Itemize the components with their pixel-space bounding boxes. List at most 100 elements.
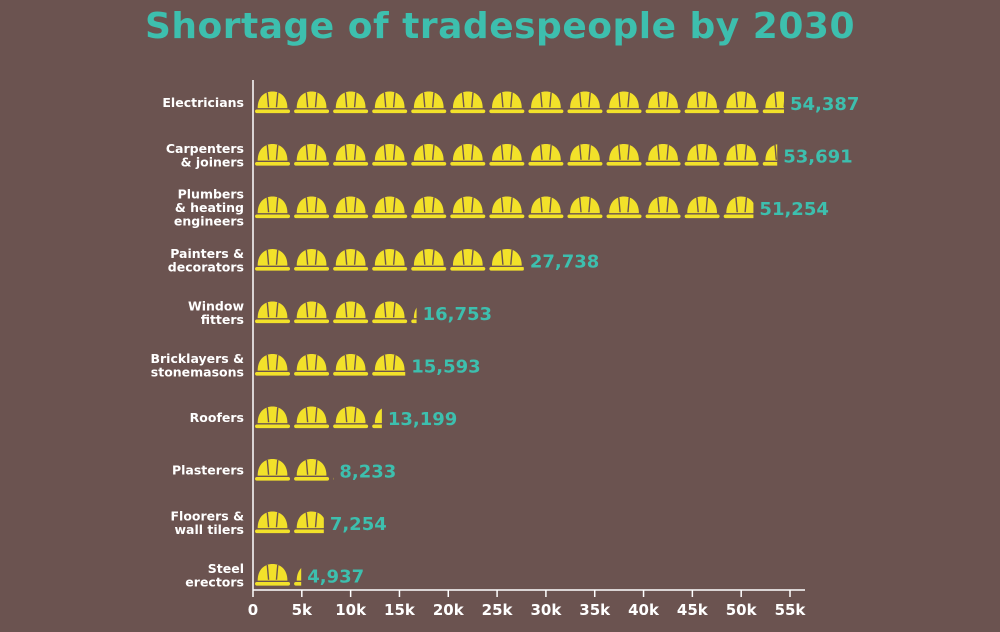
hard-hat-icon <box>722 195 754 219</box>
hard-hat-icon <box>293 300 330 324</box>
hard-hat-icon <box>371 195 408 219</box>
hard-hat-icon <box>566 143 604 167</box>
hard-hat-icon <box>449 248 487 272</box>
bar-2 <box>254 195 754 219</box>
bar-8 <box>254 510 324 534</box>
category-label-7: Plasterers <box>172 463 244 478</box>
hard-hat-icon <box>293 90 330 114</box>
category-label-2: Plumbers & heating engineers <box>174 187 244 229</box>
hard-hat-icon <box>332 300 369 324</box>
hard-hat-icon <box>293 195 330 219</box>
hard-hat-icon <box>488 90 526 114</box>
hard-hat-icon <box>254 353 291 377</box>
hard-hat-icon <box>332 353 369 377</box>
hard-hat-icon <box>254 563 291 587</box>
hard-hat-icon <box>332 195 369 219</box>
x-tick-label: 40k <box>628 601 660 619</box>
hard-hat-icon <box>410 248 447 272</box>
x-tick-label: 15k <box>384 601 416 619</box>
category-label-8: Floorers & wall tilers <box>171 508 245 537</box>
value-label-1: 53,691 <box>783 147 852 168</box>
hard-hat-icon <box>488 195 526 219</box>
bar-6 <box>254 405 382 429</box>
value-label-6: 13,199 <box>388 409 457 430</box>
hard-hat-icon <box>644 143 682 167</box>
hard-hat-icon <box>722 143 760 167</box>
x-tick-label: 50k <box>726 601 758 619</box>
value-label-0: 54,387 <box>790 94 859 115</box>
hard-hat-icon <box>254 195 291 219</box>
hard-hat-icon <box>683 143 721 167</box>
hard-hat-icon <box>332 143 369 167</box>
hard-hat-icon <box>254 510 291 534</box>
hard-hat-icon <box>410 143 447 167</box>
hard-hat-icon <box>293 405 330 429</box>
hard-hat-icon <box>293 353 330 377</box>
hard-hat-icon <box>371 143 408 167</box>
value-label-4: 16,753 <box>423 304 492 325</box>
hard-hat-icon <box>254 405 291 429</box>
hard-hat-icon <box>410 90 447 114</box>
value-label-8: 7,254 <box>330 514 387 535</box>
hard-hat-icon <box>254 248 291 272</box>
x-tick-label: 30k <box>530 601 562 619</box>
hard-hat-icon <box>254 143 291 167</box>
hard-hat-icon <box>332 405 369 429</box>
hard-hat-icon <box>527 90 565 114</box>
hard-hat-icon <box>410 195 447 219</box>
hard-hat-icon <box>683 90 721 114</box>
value-label-2: 51,254 <box>759 199 828 220</box>
value-label-9: 4,937 <box>307 567 364 588</box>
x-tick-label: 35k <box>579 601 611 619</box>
hard-hat-icon <box>605 143 643 167</box>
hard-hat-icon <box>254 300 291 324</box>
hard-hat-icon <box>332 90 369 114</box>
hard-hat-icon <box>293 510 324 534</box>
category-label-6: Roofers <box>190 410 244 425</box>
hard-hat-icon <box>371 248 408 272</box>
hard-hat-icon <box>488 248 524 272</box>
hard-hat-icon <box>371 90 408 114</box>
x-tick-label: 0 <box>248 601 258 619</box>
hard-hat-icon <box>566 195 604 219</box>
hard-hat-icon <box>293 248 330 272</box>
hard-hat-icon <box>371 300 408 324</box>
category-label-9: Steel erectors <box>185 561 244 590</box>
hard-hat-icon <box>293 458 330 482</box>
x-tick-label: 10k <box>335 601 367 619</box>
bar-0 <box>254 90 785 114</box>
bar-4 <box>254 300 417 324</box>
hard-hat-icon <box>293 143 330 167</box>
bar-5 <box>254 353 406 377</box>
hard-hat-icon <box>605 90 643 114</box>
category-label-0: Electricians <box>162 95 244 110</box>
x-tick-label: 55k <box>775 601 807 619</box>
hard-hat-icon <box>371 353 406 377</box>
x-tick-label: 45k <box>677 601 709 619</box>
value-label-5: 15,593 <box>411 357 480 378</box>
hard-hat-icon <box>527 143 565 167</box>
value-label-7: 8,233 <box>339 462 396 483</box>
category-label-3: Painters & decorators <box>168 246 244 275</box>
hard-hat-icon <box>254 458 291 482</box>
chart-title: Shortage of tradespeople by 2030 <box>144 6 855 47</box>
x-tick-label: 20k <box>433 601 465 619</box>
hard-hat-icon <box>449 195 487 219</box>
hard-hat-icon <box>449 143 487 167</box>
value-label-3: 27,738 <box>530 252 599 273</box>
hard-hat-icon <box>683 195 721 219</box>
hard-hat-icon <box>605 195 643 219</box>
hard-hat-icon <box>566 90 604 114</box>
category-label-5: Bricklayers & stonemasons <box>150 351 244 380</box>
hard-hat-icon <box>722 90 760 114</box>
hard-hat-icon <box>644 90 682 114</box>
category-label-1: Carpenters & joiners <box>166 141 244 170</box>
hard-hat-icon <box>488 143 526 167</box>
bar-1 <box>254 143 778 167</box>
x-tick-label: 25k <box>482 601 514 619</box>
hard-hat-icon <box>254 90 291 114</box>
bar-3 <box>254 248 524 272</box>
hard-hat-icon <box>644 195 682 219</box>
